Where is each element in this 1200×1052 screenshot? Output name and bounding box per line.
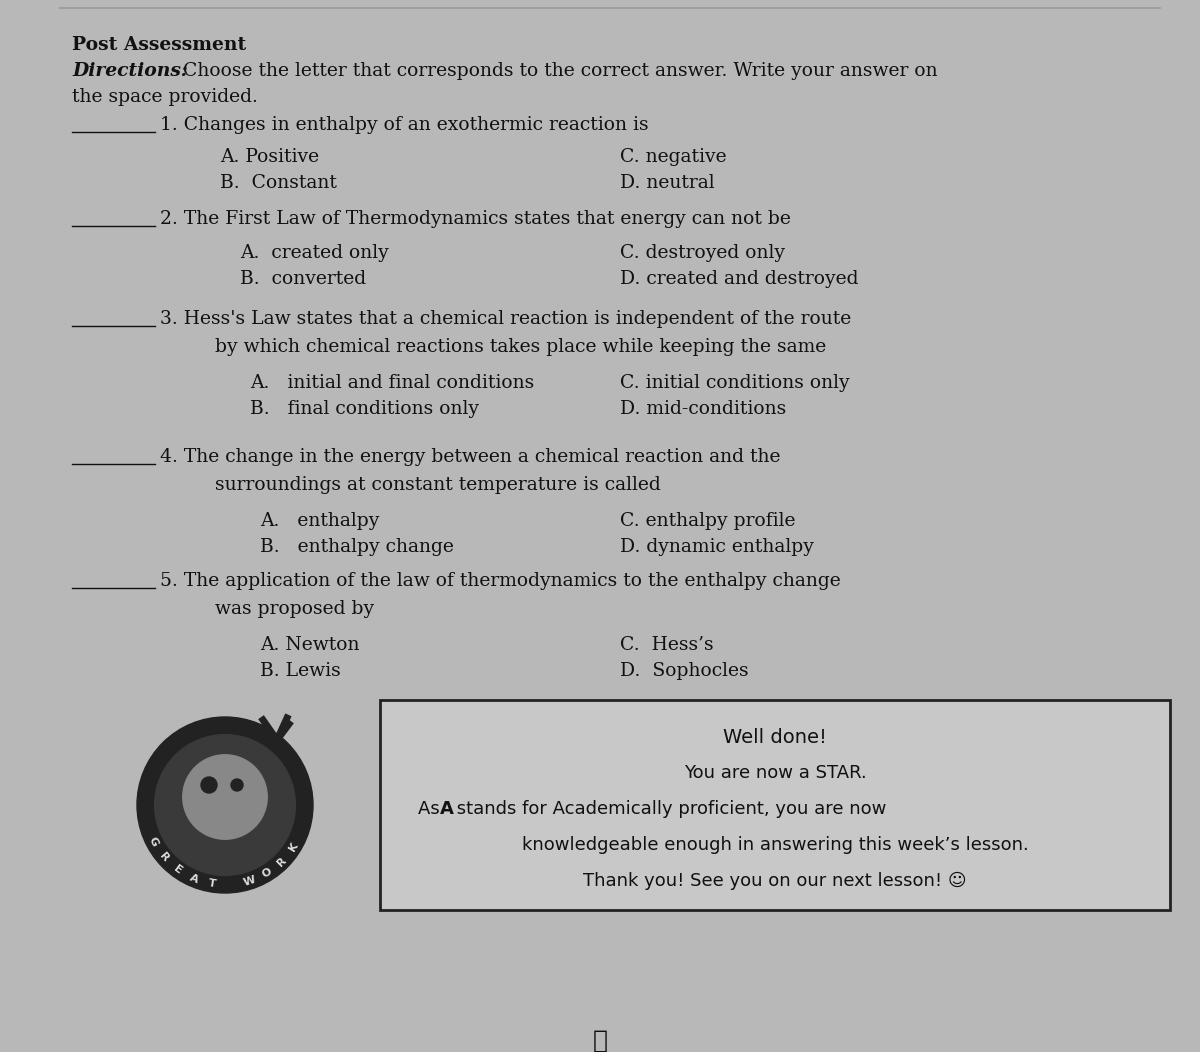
- Text: C.  Hess’s: C. Hess’s: [620, 636, 714, 654]
- Text: B.   enthalpy change: B. enthalpy change: [260, 538, 454, 557]
- Text: Post Assessment: Post Assessment: [72, 36, 246, 54]
- Circle shape: [230, 778, 242, 791]
- Text: A.  created only: A. created only: [240, 244, 389, 262]
- Text: A: A: [188, 873, 200, 885]
- Text: knowledgeable enough in answering this week’s lesson.: knowledgeable enough in answering this w…: [522, 836, 1028, 854]
- Circle shape: [202, 777, 217, 793]
- Text: Directions:: Directions:: [72, 62, 187, 80]
- Text: R: R: [157, 850, 170, 864]
- Text: 2. The First Law of Thermodynamics states that energy can not be: 2. The First Law of Thermodynamics state…: [160, 210, 791, 228]
- Text: ℓ: ℓ: [593, 1030, 607, 1052]
- Text: D.  Sophocles: D. Sophocles: [620, 662, 749, 680]
- Text: W: W: [242, 874, 257, 888]
- Text: C. initial conditions only: C. initial conditions only: [620, 375, 850, 392]
- Text: A. Positive: A. Positive: [220, 148, 319, 166]
- Text: D. neutral: D. neutral: [620, 174, 715, 193]
- Text: T: T: [208, 878, 217, 890]
- Text: A: A: [440, 800, 454, 818]
- Text: B. Lewis: B. Lewis: [260, 662, 341, 680]
- Text: A. Newton: A. Newton: [260, 636, 360, 654]
- Text: O: O: [260, 867, 274, 879]
- Text: surroundings at constant temperature is called: surroundings at constant temperature is …: [185, 476, 661, 494]
- Text: C. enthalpy profile: C. enthalpy profile: [620, 512, 796, 530]
- Text: G: G: [148, 835, 161, 848]
- Text: D. created and destroyed: D. created and destroyed: [620, 270, 858, 288]
- Circle shape: [155, 734, 295, 875]
- Text: Thank you! See you on our next lesson! ☺: Thank you! See you on our next lesson! ☺: [583, 872, 967, 890]
- FancyBboxPatch shape: [380, 700, 1170, 910]
- Circle shape: [182, 754, 268, 839]
- Text: by which chemical reactions takes place while keeping the same: by which chemical reactions takes place …: [185, 338, 827, 356]
- Text: E: E: [172, 864, 184, 876]
- Text: 5. The application of the law of thermodynamics to the enthalpy change: 5. The application of the law of thermod…: [160, 572, 841, 590]
- Text: C. negative: C. negative: [620, 148, 727, 166]
- Text: 1. Changes in enthalpy of an exothermic reaction is: 1. Changes in enthalpy of an exothermic …: [160, 116, 649, 134]
- Text: A.   enthalpy: A. enthalpy: [260, 512, 379, 530]
- Text: 3. Hess's Law states that a chemical reaction is independent of the route: 3. Hess's Law states that a chemical rea…: [160, 310, 851, 328]
- Text: B.  Constant: B. Constant: [220, 174, 337, 193]
- Text: the space provided.: the space provided.: [72, 88, 258, 106]
- Text: You are now a STAR.: You are now a STAR.: [684, 764, 866, 782]
- Text: D. dynamic enthalpy: D. dynamic enthalpy: [620, 538, 814, 557]
- Text: D. mid-conditions: D. mid-conditions: [620, 400, 786, 418]
- Text: K: K: [287, 841, 300, 853]
- Text: 4. The change in the energy between a chemical reaction and the: 4. The change in the energy between a ch…: [160, 448, 780, 466]
- Text: B.  converted: B. converted: [240, 270, 366, 288]
- Text: was proposed by: was proposed by: [185, 600, 374, 618]
- Text: Well done!: Well done!: [724, 728, 827, 747]
- Text: R: R: [275, 855, 288, 868]
- Circle shape: [137, 717, 313, 893]
- Text: C. destroyed only: C. destroyed only: [620, 244, 785, 262]
- Text: stands for Academically proficient, you are now: stands for Academically proficient, you …: [451, 800, 887, 818]
- Text: Choose the letter that corresponds to the correct answer. Write your answer on: Choose the letter that corresponds to th…: [178, 62, 937, 80]
- Text: A.   initial and final conditions: A. initial and final conditions: [250, 375, 534, 392]
- Text: As: As: [418, 800, 445, 818]
- Text: B.   final conditions only: B. final conditions only: [250, 400, 479, 418]
